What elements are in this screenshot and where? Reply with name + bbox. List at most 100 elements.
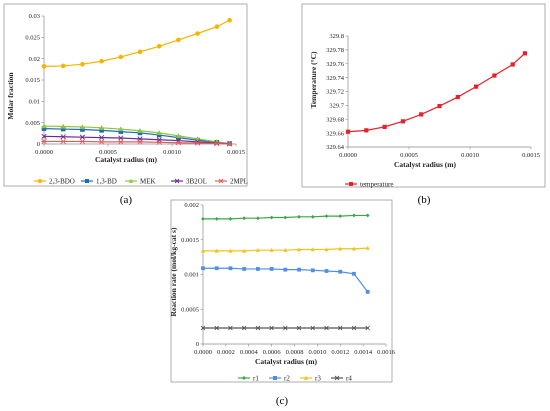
chart0-series-3b2ol-point [98,134,105,141]
chart1-series-temperature-point [400,119,405,124]
chart2-series-r3-point [228,248,233,253]
chart2-x-tick-label: 0.0004 [240,349,259,356]
chart0-legend-1-3-bd-marker [85,179,89,183]
chart1-series-temperature-point [522,51,527,56]
chart2-series-r4-point [310,325,316,331]
chart2-y-tick-label: 0.0015 [181,237,199,244]
chart1-x-tick-label: 0.0010 [461,152,479,159]
chart0-series-mek-point [118,126,124,132]
chart2-series-r2-point [242,267,247,271]
chart0-series-2mpl-point [226,141,233,147]
chart1-series-temperature-point [437,103,442,109]
panel-b-caption: (b) [418,194,431,206]
chart2-legend-r4-marker [334,375,340,381]
chart2-series-r3-point [338,246,343,251]
chart1-x-tick-label: 0.0000 [339,152,357,159]
chart2-series-r4-point [296,325,302,331]
chart1-series-temperature-point [382,124,387,129]
chart2-series-r3-point [296,247,302,252]
chart2-series-r2-point [352,271,356,276]
chart0-series-1-3-bd-point [118,129,124,134]
panel-a-y-axis-title: Molar fraction [6,72,15,120]
chart2-series-r4-point [228,325,233,331]
chart0-series-2-3-bdo-point [118,54,124,60]
chart2-series-r2-point [283,267,288,272]
chart2-series-r3-point [242,248,247,253]
chart0-series-2-3-bdo-point [214,24,220,29]
panel-c-border [170,199,393,383]
chart2-y-tick-label: 0.0005 [181,306,199,313]
chart0-series-2mpl-point [60,138,66,145]
chart0-y-tick-label: 0.02 [29,56,40,63]
panel-b-y-axis-title: Temperature (°C) [309,51,318,108]
chart2-series-r2-point [201,266,205,271]
chart0-series-mek-point [60,123,66,129]
chart2-legend-r4-label: r4 [346,374,352,382]
chart2-x-tick-label: 0.0010 [308,349,326,356]
chart0-x-tick-label: 0.0015 [227,149,245,156]
chart0-series-mek-point [41,123,47,129]
chart2-series-r1-point [338,214,343,219]
panel-a-x-axis-title: Catalyst radius (m) [95,155,158,164]
panel-c-x-axis-title: Catalyst radius (m) [255,357,318,366]
chart0-series-mek-point [99,125,105,130]
chart1-series-temperature-line [347,52,526,133]
chart0-series-2-3-bdo-point [227,17,232,23]
chart2-series-r4-point [269,325,274,331]
chart2-series-r2-point [269,267,274,271]
chart0-series-mek-point [175,133,181,138]
chart2-series-r1-point [242,216,247,221]
chart2-y-tick-label: 0 [196,341,199,348]
chart2-series-r1-point [352,213,356,218]
chart2-series-r3-point [214,248,219,253]
panel-c-reaction-rate-chart: Reaction rate (mol/kg-cat s) Catalyst ra… [169,199,396,407]
chart1-legend-temperature-marker [349,182,353,186]
chart2-series-r3-point [255,247,260,252]
chart1-series-temperature-point [419,112,424,117]
chart2-series-r2-point [214,266,219,271]
chart0-series-2-3-bdo-point [195,31,200,36]
chart2-series-r3-point [365,245,370,250]
chart2-series-r1-point [256,216,260,221]
chart2-series-r4-point [324,325,329,331]
chart0-series-mek-point [79,124,85,130]
panel-a-border [3,3,248,187]
chart2-y-tick-label: 0.001 [184,272,199,279]
chart2-legend-r3-label: r3 [315,374,321,382]
chart0-legend-mek-label: MEK [140,177,156,185]
chart1-series-temperature-point [474,84,479,89]
chart0-legend-3b2ol-marker [174,178,180,184]
chart1-y-tick-label: 329.7 [329,103,344,110]
chart2-x-tick-label: 0.0016 [377,349,396,356]
chart2-series-r3-point [269,247,274,252]
chart2-x-tick-label: 0.0014 [354,349,373,356]
chart2-series-r1-point [310,214,315,219]
chart2-series-r2-point [228,266,233,271]
chart2-x-tick-label: 0.0006 [263,349,282,356]
chart0-series-2-3-bdo-point [99,58,104,64]
chart0-y-tick-label: 0.025 [25,35,40,42]
chart0-series-1-3-bd-point [80,127,85,132]
chart2-series-r3-point [351,246,357,251]
chart0-series-2-3-bdo-point [137,49,143,55]
chart2-series-r4-point [255,325,261,331]
chart0-x-tick-label: 0.0005 [99,149,117,156]
chart0-series-2-3-bdo-point [80,61,85,67]
chart1-y-tick-label: 329.66 [326,130,345,137]
chart0-series-2mpl-point [175,140,182,146]
chart0-series-2-3-bdo-point [60,63,66,69]
chart2-series-r4-point [200,325,206,331]
chart0-legend-3b2ol-label: 3B2OL [186,177,207,185]
chart2-legend-r1-marker [242,376,246,380]
chart2-series-r2-point [256,267,260,271]
chart0-series-3b2ol-point [79,134,86,140]
chart2-series-r2-point [338,269,343,274]
chart2-series-r2-point [324,269,329,273]
chart0-series-2mpl-point [194,140,201,146]
chart2-series-r4-point [365,325,370,331]
chart0-y-tick-label: 0.01 [29,99,40,106]
chart0-series-1-3-bd-point [60,126,66,132]
chart2-series-r3-point [324,247,329,252]
chart0-series-2mpl-point [79,138,86,145]
